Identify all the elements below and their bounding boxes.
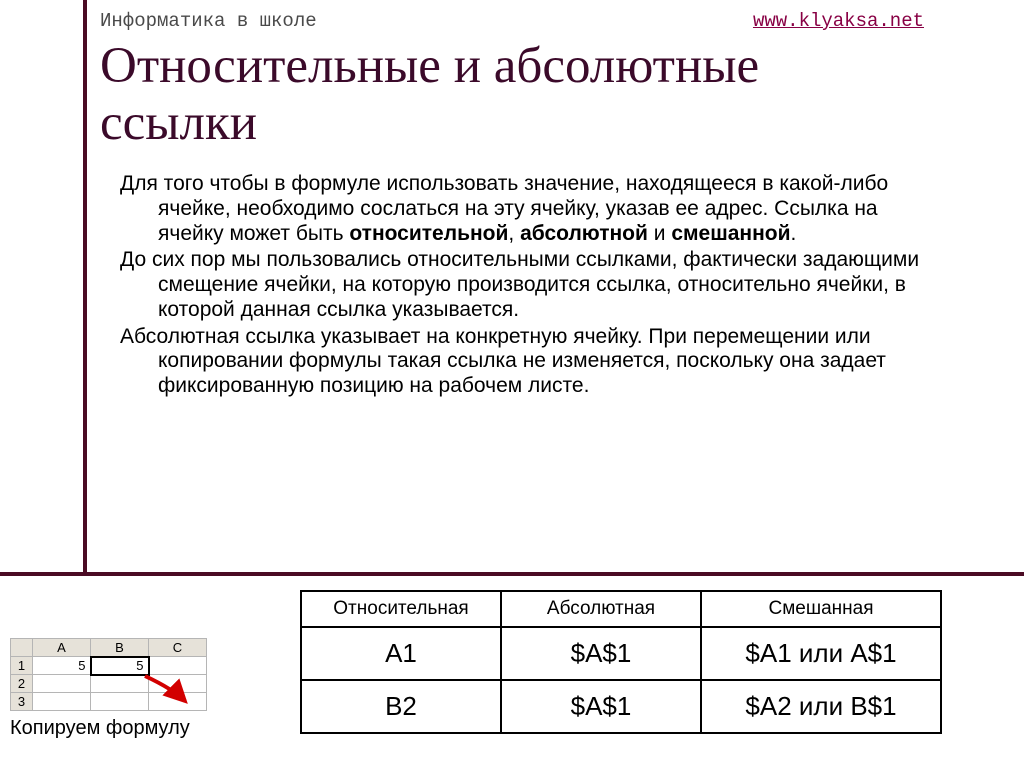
mini-cell [91, 693, 149, 711]
mini-cell-c1 [149, 657, 207, 675]
table-cell: $A$1 [501, 680, 701, 733]
paragraph-1: Для того чтобы в формуле использовать зн… [120, 172, 920, 246]
slide: Информатика в школе www.klyaksa.net Отно… [0, 0, 1024, 768]
mini-row-header: 1 [11, 657, 33, 675]
header-left-text: Информатика в школе [100, 10, 317, 32]
mini-cell [33, 675, 91, 693]
p1-sep2: и [648, 222, 671, 245]
mini-col-header: B [91, 639, 149, 657]
p1-sep1: , [508, 222, 520, 245]
paragraph-2: До сих пор мы пользовались относительным… [120, 248, 920, 322]
mini-cell [149, 693, 207, 711]
slide-header: Информатика в школе www.klyaksa.net [0, 10, 1024, 32]
body-text: Для того чтобы в формуле использовать зн… [120, 172, 920, 401]
mini-col-header: A [33, 639, 91, 657]
mini-corner [11, 639, 33, 657]
mini-spreadsheet: A B C 1 5 5 2 3 Копируе [10, 638, 224, 740]
table-cell: $A1 или A$1 [701, 627, 941, 680]
table-row: A1 $A$1 $A1 или A$1 [301, 627, 941, 680]
paragraph-3: Абсолютная ссылка указывает на конкретну… [120, 325, 920, 399]
p1-post: . [791, 222, 797, 245]
table-header-row: Относительная Абсолютная Смешанная [301, 591, 941, 627]
table-header-cell: Относительная [301, 591, 501, 627]
header-site-link[interactable]: www.klyaksa.net [753, 10, 924, 32]
horizontal-accent-bar [0, 572, 1024, 576]
mini-cell [33, 693, 91, 711]
mini-row-header: 3 [11, 693, 33, 711]
mini-grid: A B C 1 5 5 2 3 [10, 638, 207, 711]
mini-caption: Копируем формулу [10, 717, 224, 740]
mini-cell [91, 675, 149, 693]
mini-row-header: 2 [11, 675, 33, 693]
table-cell: $A2 или B$1 [701, 680, 941, 733]
table-cell: $A$1 [501, 627, 701, 680]
p1-bold-1: относительной [349, 222, 508, 245]
mini-cell-b1-selected: 5 [91, 657, 149, 675]
p1-bold-3: смешанной [671, 222, 790, 245]
mini-col-header: C [149, 639, 207, 657]
mini-cell [149, 675, 207, 693]
mini-cell-a1: 5 [33, 657, 91, 675]
vertical-accent-bar [83, 0, 87, 576]
table-cell: A1 [301, 627, 501, 680]
reference-table: Относительная Абсолютная Смешанная A1 $A… [300, 590, 942, 734]
table-cell: B2 [301, 680, 501, 733]
table-header-cell: Абсолютная [501, 591, 701, 627]
p1-bold-2: абсолютной [520, 222, 648, 245]
slide-title: Относительные и абсолютные ссылки [100, 38, 920, 152]
table-header-cell: Смешанная [701, 591, 941, 627]
table-row: B2 $A$1 $A2 или B$1 [301, 680, 941, 733]
